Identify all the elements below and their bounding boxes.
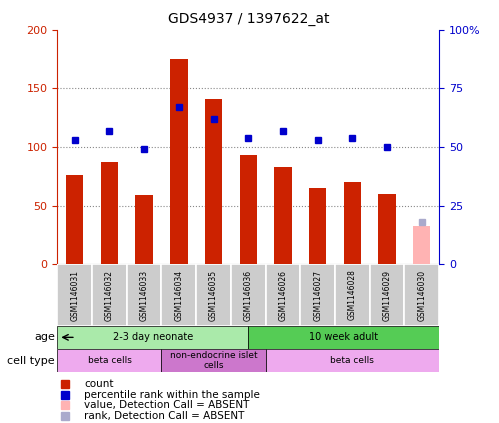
Text: GSM1146027: GSM1146027 <box>313 269 322 321</box>
Text: beta cells: beta cells <box>330 356 374 365</box>
Bar <box>240 155 257 264</box>
Bar <box>344 182 361 264</box>
Bar <box>413 225 431 264</box>
Bar <box>162 349 265 372</box>
Bar <box>265 264 300 326</box>
Bar <box>274 167 291 264</box>
Text: GSM1146028: GSM1146028 <box>348 269 357 321</box>
Bar <box>404 264 439 326</box>
Bar <box>335 264 370 326</box>
Text: GSM1146030: GSM1146030 <box>417 269 426 321</box>
Text: 10 week adult: 10 week adult <box>309 332 378 342</box>
Bar <box>170 59 188 264</box>
Text: 2-3 day neonate: 2-3 day neonate <box>113 332 193 342</box>
Text: GSM1146035: GSM1146035 <box>209 269 218 321</box>
Text: beta cells: beta cells <box>87 356 131 365</box>
Bar <box>101 162 118 264</box>
Bar <box>162 264 196 326</box>
Text: GSM1146026: GSM1146026 <box>278 269 287 321</box>
Bar <box>378 194 396 264</box>
Text: GSM1146036: GSM1146036 <box>244 269 253 321</box>
Bar <box>66 175 83 264</box>
Bar <box>57 326 248 349</box>
Text: non-endocrine islet
cells: non-endocrine islet cells <box>170 351 257 370</box>
Text: GSM1146032: GSM1146032 <box>105 269 114 321</box>
Bar <box>300 264 335 326</box>
Bar <box>127 264 162 326</box>
Bar <box>309 188 326 264</box>
Text: value, Detection Call = ABSENT: value, Detection Call = ABSENT <box>84 400 250 410</box>
Bar <box>248 326 439 349</box>
Bar <box>205 99 222 264</box>
Bar <box>265 349 439 372</box>
Text: count: count <box>84 379 114 389</box>
Text: age: age <box>34 332 55 342</box>
Text: percentile rank within the sample: percentile rank within the sample <box>84 390 260 400</box>
Bar <box>196 264 231 326</box>
Text: GSM1146034: GSM1146034 <box>174 269 183 321</box>
Bar <box>57 349 162 372</box>
Text: rank, Detection Call = ABSENT: rank, Detection Call = ABSENT <box>84 411 245 421</box>
Bar <box>135 195 153 264</box>
Bar <box>231 264 265 326</box>
Text: cell type: cell type <box>7 356 55 365</box>
Bar <box>92 264 127 326</box>
Title: GDS4937 / 1397622_at: GDS4937 / 1397622_at <box>168 12 329 26</box>
Text: GSM1146029: GSM1146029 <box>383 269 392 321</box>
Bar <box>57 264 92 326</box>
Text: GSM1146033: GSM1146033 <box>140 269 149 321</box>
Bar <box>370 264 404 326</box>
Text: GSM1146031: GSM1146031 <box>70 269 79 321</box>
